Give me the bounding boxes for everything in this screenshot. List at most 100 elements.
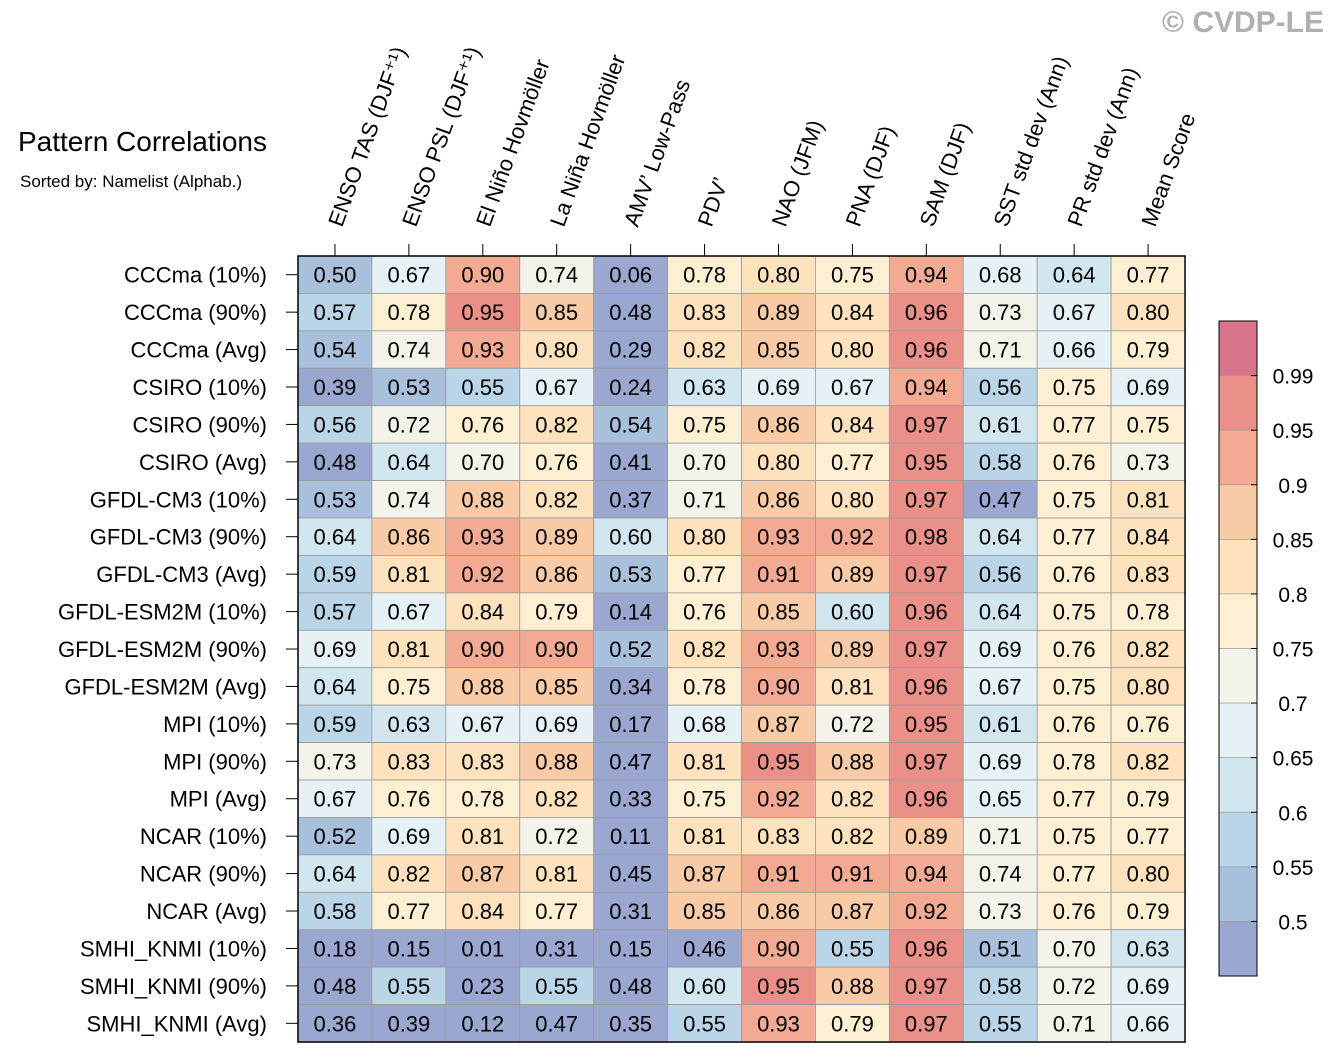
cell-value: 0.58 bbox=[979, 974, 1022, 999]
heatmap-cell bbox=[741, 1004, 816, 1043]
heatmap-cell bbox=[962, 629, 1038, 669]
colorbar-swatch bbox=[1218, 648, 1258, 704]
cell-value: 0.95 bbox=[905, 450, 948, 475]
heatmap-cell bbox=[593, 367, 668, 407]
heatmap-cell bbox=[888, 854, 964, 893]
heatmap-cell bbox=[1036, 405, 1112, 444]
cell-value: 0.83 bbox=[387, 749, 430, 774]
heatmap-cell bbox=[667, 704, 742, 743]
cell-value: 0.69 bbox=[535, 712, 578, 737]
cell-value: 0.36 bbox=[314, 1011, 357, 1036]
cell-value: 0.88 bbox=[831, 974, 874, 999]
cell-value: 0.95 bbox=[461, 300, 504, 325]
cell-value: 0.89 bbox=[905, 824, 948, 849]
cell-value: 0.48 bbox=[314, 974, 357, 999]
colorbar-tick-label: 0.8 bbox=[1278, 584, 1307, 607]
row-label: GFDL-ESM2M (90%) bbox=[58, 637, 267, 662]
column-label: La Niña Hovmöller bbox=[545, 51, 630, 230]
heatmap-cell bbox=[888, 480, 964, 519]
cell-value: 0.78 bbox=[387, 300, 430, 325]
cell-value: 0.52 bbox=[609, 637, 652, 662]
column-label: Mean Score bbox=[1136, 110, 1200, 230]
cell-value: 0.17 bbox=[609, 712, 652, 737]
heatmap-cell bbox=[593, 517, 668, 556]
cell-value: 0.06 bbox=[609, 263, 652, 288]
colorbar-tick-label: 0.95 bbox=[1273, 420, 1314, 443]
heatmap-cell bbox=[888, 704, 964, 743]
heatmap-cell bbox=[445, 592, 521, 631]
row-label: CCCma (90%) bbox=[124, 300, 267, 325]
heatmap-cell bbox=[667, 293, 742, 332]
cell-value: 0.69 bbox=[1127, 974, 1170, 999]
cell-value: 0.68 bbox=[979, 263, 1022, 288]
colorbar-swatch bbox=[1218, 811, 1258, 868]
cell-value: 0.75 bbox=[1127, 412, 1170, 437]
colorbar-tick-label: 0.55 bbox=[1273, 857, 1314, 880]
cell-value: 0.69 bbox=[387, 824, 430, 849]
row-label: NCAR (90%) bbox=[140, 862, 267, 887]
cell-value: 0.61 bbox=[979, 712, 1022, 737]
cell-value: 0.95 bbox=[757, 749, 800, 774]
cell-value: 0.64 bbox=[314, 674, 357, 699]
cell-value: 0.84 bbox=[1127, 525, 1170, 550]
heatmap-cell bbox=[371, 817, 447, 856]
cell-value: 0.57 bbox=[314, 300, 357, 325]
cell-value: 0.75 bbox=[1053, 674, 1096, 699]
cell-value: 0.47 bbox=[609, 749, 652, 774]
cell-value: 0.86 bbox=[757, 899, 800, 924]
cell-value: 0.80 bbox=[1127, 300, 1170, 325]
cell-value: 0.64 bbox=[314, 862, 357, 887]
cell-value: 0.14 bbox=[609, 600, 652, 625]
cell-value: 0.94 bbox=[905, 862, 948, 887]
cell-value: 0.88 bbox=[831, 749, 874, 774]
cell-value: 0.96 bbox=[905, 600, 948, 625]
heatmap-cell bbox=[888, 517, 964, 556]
cell-value: 0.01 bbox=[461, 936, 504, 961]
row-label: CCCma (10%) bbox=[124, 263, 267, 288]
heatmap-cell bbox=[297, 966, 373, 1005]
heatmap-cell bbox=[888, 929, 964, 968]
cell-value: 0.78 bbox=[1053, 749, 1096, 774]
cell-value: 0.85 bbox=[757, 600, 800, 625]
cell-value: 0.71 bbox=[1053, 1011, 1096, 1036]
cell-value: 0.93 bbox=[757, 1011, 800, 1036]
cell-value: 0.89 bbox=[757, 300, 800, 325]
heatmap-cell bbox=[815, 742, 890, 781]
heatmap-cell bbox=[593, 779, 668, 818]
cell-value: 0.73 bbox=[1127, 450, 1170, 475]
column-label: ENSO TAS (DJF⁺¹) bbox=[323, 43, 411, 229]
cell-value: 0.81 bbox=[461, 824, 504, 849]
cell-value: 0.80 bbox=[1127, 862, 1170, 887]
cell-value: 0.31 bbox=[609, 899, 652, 924]
cell-value: 0.80 bbox=[831, 338, 874, 363]
heatmap-cell bbox=[667, 891, 742, 931]
heatmap-cell bbox=[1110, 629, 1186, 669]
colorbar-swatch bbox=[1218, 757, 1258, 813]
heatmap-cell bbox=[741, 667, 816, 706]
heatmap-cell bbox=[815, 667, 890, 706]
cell-value: 0.53 bbox=[387, 375, 430, 400]
heatmap-cell bbox=[519, 779, 595, 818]
heatmap-cell bbox=[962, 480, 1038, 519]
chart-title: Pattern Correlations bbox=[18, 126, 268, 157]
cell-value: 0.33 bbox=[609, 787, 652, 812]
heatmap-cell bbox=[1036, 1004, 1112, 1043]
row-label: GFDL-CM3 (Avg) bbox=[96, 562, 267, 587]
heatmap-cell bbox=[667, 330, 742, 369]
heatmap-cell bbox=[741, 891, 816, 931]
row-label: MPI (10%) bbox=[163, 712, 267, 737]
heatmap-cell bbox=[371, 854, 447, 893]
cell-value: 0.15 bbox=[387, 936, 430, 961]
cell-value: 0.79 bbox=[1127, 899, 1170, 924]
cell-value: 0.88 bbox=[461, 674, 504, 699]
heatmap-cell bbox=[815, 555, 890, 594]
heatmap-cell bbox=[1036, 555, 1112, 594]
cell-value: 0.67 bbox=[979, 674, 1022, 699]
cell-value: 0.86 bbox=[757, 487, 800, 512]
cell-value: 0.97 bbox=[905, 749, 948, 774]
cell-value: 0.64 bbox=[979, 525, 1022, 550]
cell-value: 0.55 bbox=[979, 1011, 1022, 1036]
heatmap-cell bbox=[1036, 817, 1112, 856]
cell-value: 0.41 bbox=[609, 450, 652, 475]
cell-value: 0.64 bbox=[314, 525, 357, 550]
